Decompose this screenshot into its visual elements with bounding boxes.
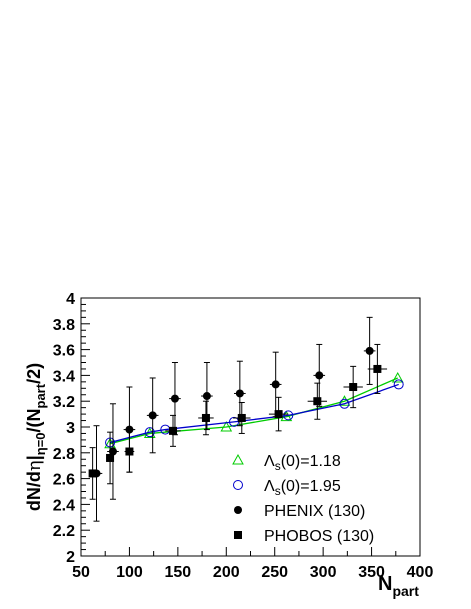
legend-label-tail: (0)=1.18 <box>281 453 341 470</box>
series-2 <box>90 316 376 522</box>
data-point <box>148 411 157 420</box>
y-tick-label: 4 <box>66 291 75 308</box>
y-axis-title: dN/dη|η=0/(Npart/2) <box>24 363 48 511</box>
y-axis-title-main: dN/d <box>24 471 44 511</box>
y-axis-title-eta: η <box>24 460 45 471</box>
x-axis-title-sub: part <box>392 583 419 599</box>
y-tick-label: 3.4 <box>53 368 75 385</box>
series-3 <box>88 343 388 500</box>
legend-marker <box>232 453 244 465</box>
legend-label: PHOBOS (130) <box>264 528 374 545</box>
y-tick-label: 2.6 <box>53 472 75 489</box>
data-point <box>106 453 115 462</box>
legend-marker <box>233 480 243 490</box>
x-tick-label: 350 <box>358 564 385 581</box>
data-point <box>338 395 351 406</box>
axes: 50 100 150 200 250 300 350 400 2 2.2 2.4 2.6 2.8 3 3.2… <box>53 291 434 581</box>
y-axis-title-sub2: part <box>33 383 48 408</box>
x-tick-label: 250 <box>261 564 288 581</box>
series-line <box>109 383 399 444</box>
legend-label-sub: s <box>275 484 281 498</box>
x-tick-label: 100 <box>116 564 143 581</box>
y-tick-label: 2.8 <box>53 446 75 463</box>
data-point <box>201 413 210 422</box>
x-tick-label: 300 <box>310 564 337 581</box>
data-point <box>373 364 382 373</box>
data-point <box>125 425 134 434</box>
legend-label-tail: (0)=1.95 <box>281 478 341 495</box>
data-point <box>125 447 134 456</box>
data-point <box>349 383 358 392</box>
series-layer <box>88 316 404 522</box>
legend-marker <box>234 506 242 514</box>
y-tick-label: 3 <box>66 420 75 437</box>
x-tick-label: 150 <box>165 564 192 581</box>
data-point <box>170 394 179 403</box>
data-point <box>393 379 404 390</box>
data-point <box>237 413 246 422</box>
data-point <box>88 469 97 478</box>
data-point <box>365 346 374 355</box>
data-point <box>169 426 178 435</box>
data-point <box>144 427 155 438</box>
data-point <box>108 447 117 456</box>
legend-label: Λs(0)=1.95 <box>264 478 341 498</box>
x-tick-label: 200 <box>213 564 240 581</box>
y-tick-label: 3.8 <box>53 317 75 334</box>
data-point <box>271 380 280 389</box>
data-point <box>283 410 294 421</box>
y-axis-title-end: /2) <box>24 363 44 384</box>
data-point <box>313 397 322 406</box>
data-point <box>315 371 324 380</box>
data-point <box>235 389 244 398</box>
legend-marker <box>234 531 242 539</box>
y-tick-label: 2.4 <box>53 497 75 514</box>
legend-label-lambda: Λ <box>264 478 275 495</box>
data-point <box>274 410 283 419</box>
data-point <box>391 371 404 383</box>
x-tick-label: 400 <box>407 564 434 581</box>
data-point <box>339 398 350 409</box>
y-axis-title-tail: /(N <box>24 408 44 432</box>
y-axis-title-bar: | <box>24 455 44 460</box>
legend-label: PHENIX (130) <box>264 503 365 520</box>
legend-label: Λs(0)=1.18 <box>264 453 341 473</box>
data-point <box>202 392 211 401</box>
x-tick-label: 50 <box>72 564 90 581</box>
y-axis-title-sub: η=0 <box>33 432 48 455</box>
y-tick-label: 2.2 <box>53 523 75 540</box>
x-axis-title: Npart <box>378 573 419 599</box>
y-tick-label: 2 <box>66 549 75 566</box>
x-axis-title-main: N <box>378 573 392 595</box>
data-point <box>220 420 233 432</box>
y-tick-label: 3.2 <box>53 394 75 411</box>
legend-label-sub: s <box>275 459 281 473</box>
legend-label-lambda: Λ <box>264 453 275 470</box>
y-tick-label: 3.6 <box>53 343 75 360</box>
